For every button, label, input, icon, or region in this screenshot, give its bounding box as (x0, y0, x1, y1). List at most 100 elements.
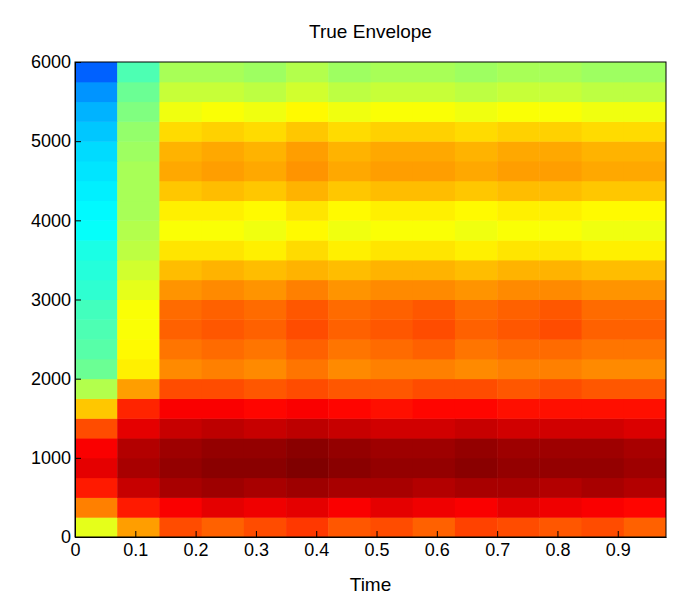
heat-cell (413, 141, 456, 161)
heat-cell (75, 379, 118, 399)
heat-cell (624, 458, 666, 478)
tick-mark (557, 531, 558, 537)
heat-cell (159, 220, 202, 240)
heat-cell (244, 458, 287, 478)
heat-cell (244, 438, 287, 458)
heat-cell (244, 418, 287, 438)
heat-cell (539, 359, 582, 379)
heat-cell (117, 260, 160, 280)
tick-label: 5000 (31, 131, 71, 151)
tick-mark (75, 458, 81, 459)
heat-cell (244, 517, 287, 537)
heat-cell (159, 161, 202, 181)
heat-cell (539, 121, 582, 141)
heat-cell (328, 379, 371, 399)
heat-cell (286, 141, 329, 161)
cells (75, 62, 666, 537)
heat-cell (117, 478, 160, 498)
heat-cell (413, 339, 456, 359)
heat-cell (455, 102, 498, 122)
heat-cell (455, 319, 498, 339)
heat-cell (497, 339, 540, 359)
heat-cell (582, 300, 625, 320)
heat-cell (328, 240, 371, 260)
heat-cell (202, 478, 245, 498)
heat-cell (497, 458, 540, 478)
heat-cell (539, 497, 582, 517)
heat-cell (117, 398, 160, 418)
heat-cell (75, 260, 118, 280)
heat-cell (286, 300, 329, 320)
heat-cell (117, 438, 160, 458)
heat-cell (328, 141, 371, 161)
heat-cell (75, 517, 118, 537)
heat-cell (286, 517, 329, 537)
tick-mark (75, 220, 81, 221)
tick-mark (75, 62, 81, 63)
heat-cell (624, 398, 666, 418)
heat-cell (413, 300, 456, 320)
heat-cell (328, 82, 371, 102)
heat-cell (497, 398, 540, 418)
heat-cell (244, 141, 287, 161)
heat-cell (497, 141, 540, 161)
heat-cell (117, 280, 160, 300)
heat-cell (328, 438, 371, 458)
heat-cell (455, 181, 498, 201)
tick-mark (497, 531, 498, 537)
heat-cell (624, 240, 666, 260)
heat-cell (497, 478, 540, 498)
tick-label: 1000 (31, 448, 71, 468)
heat-cell (539, 260, 582, 280)
tick: 1000 (31, 448, 81, 468)
heat-cell (539, 339, 582, 359)
tick-mark (196, 531, 197, 537)
heat-cell (624, 260, 666, 280)
heat-cell (582, 280, 625, 300)
heat-cell (286, 339, 329, 359)
heat-cell (286, 62, 329, 82)
heat-cell (75, 497, 118, 517)
heat-cell (455, 359, 498, 379)
heat-cell (159, 517, 202, 537)
heat-cell (286, 379, 329, 399)
heat-cell (371, 398, 414, 418)
heat-cell (497, 359, 540, 379)
heat-cell (117, 458, 160, 478)
heat-cell (371, 478, 414, 498)
heat-cell (202, 82, 245, 102)
heat-cell (117, 62, 160, 82)
heat-cell (582, 102, 625, 122)
heat-cell (413, 201, 456, 221)
heat-cell (582, 458, 625, 478)
heat-cell (371, 181, 414, 201)
heat-cell (202, 398, 245, 418)
heat-cell (455, 418, 498, 438)
heat-cell (117, 181, 160, 201)
heat-cell (159, 319, 202, 339)
tick-label: 0.3 (244, 540, 269, 560)
tick-label: 3000 (31, 290, 71, 310)
heat-cell (455, 260, 498, 280)
heat-cell (624, 121, 666, 141)
heat-cell (286, 260, 329, 280)
heat-cell (497, 300, 540, 320)
tick: 0.9 (606, 531, 631, 560)
heat-cell (75, 240, 118, 260)
tick-mark (256, 531, 257, 537)
heat-cell (371, 260, 414, 280)
heat-cell (159, 102, 202, 122)
heat-cell (159, 240, 202, 260)
heat-cell (286, 418, 329, 438)
heat-cell (539, 418, 582, 438)
heat-cell (159, 438, 202, 458)
heat-cell (624, 181, 666, 201)
heat-cell (413, 379, 456, 399)
tick-mark (75, 537, 81, 538)
heat-cell (202, 458, 245, 478)
heat-cell (624, 517, 666, 537)
heat-cell (286, 280, 329, 300)
heat-cell (75, 161, 118, 181)
heat-cell (286, 359, 329, 379)
tick: 0 (61, 527, 81, 547)
